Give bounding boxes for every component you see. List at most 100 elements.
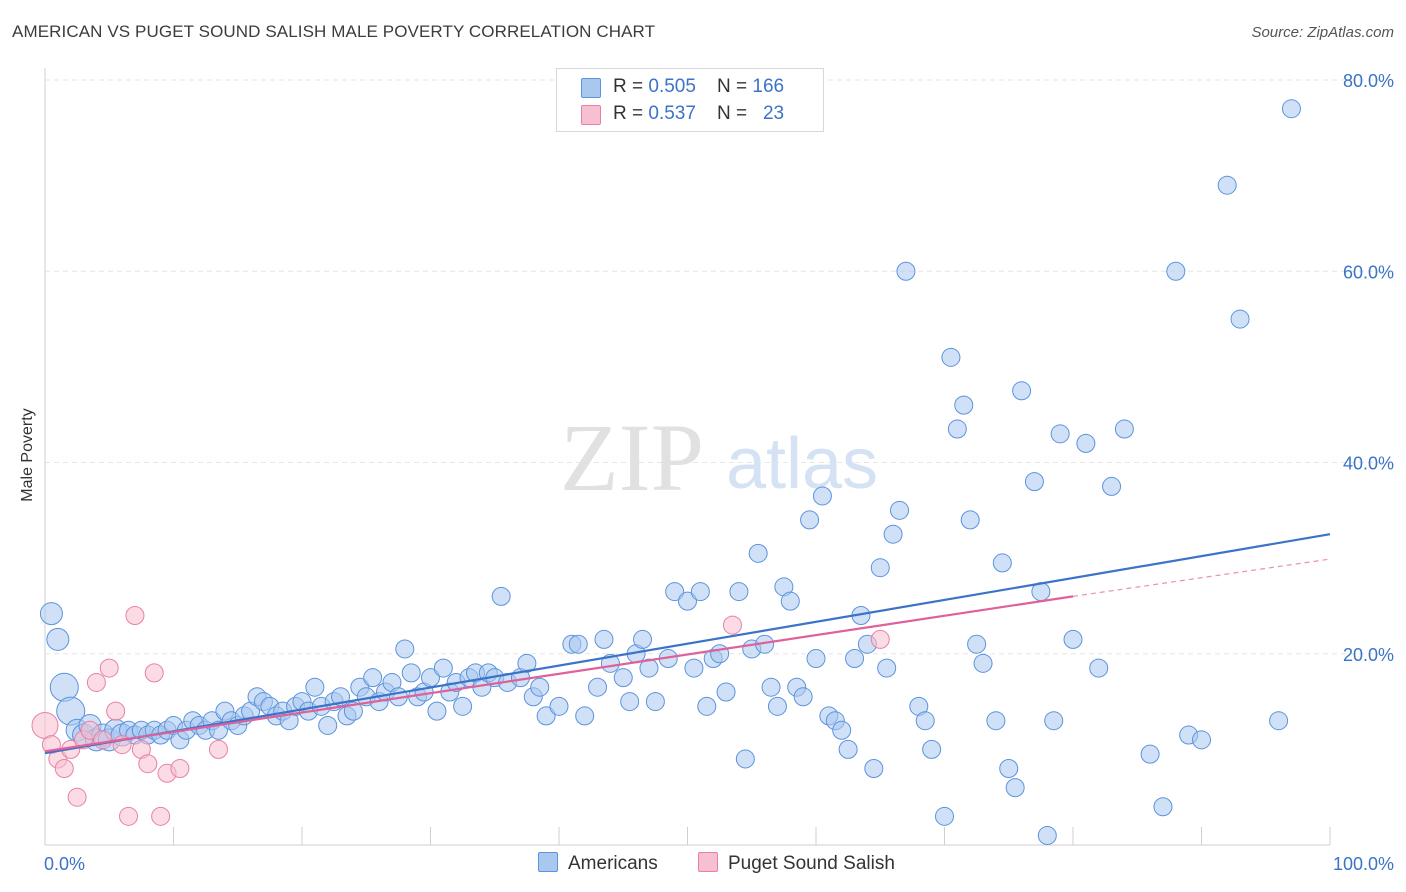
legend-r-value: 0.505 [648,76,696,97]
data-point [1012,381,1032,401]
data-point [119,806,139,826]
data-point [144,663,164,683]
data-point [1037,825,1057,845]
data-point [93,730,113,750]
data-point [935,806,954,826]
data-point [49,672,79,702]
data-point [639,658,659,678]
data-point [1050,424,1070,444]
data-point [86,672,106,692]
legend-r-label: R = [613,76,649,97]
data-point [947,419,967,439]
data-point [1024,472,1044,492]
data-point [99,658,119,678]
source-credit: Source: ZipAtlas.com [1251,24,1394,41]
bottom-swatch-salish [698,852,718,872]
data-point [536,706,556,726]
bottom-legend-americans: Americans [538,852,658,875]
data-point [748,543,768,563]
data-point [588,677,608,697]
data-point [54,759,74,778]
data-point [594,629,614,649]
legend-n-label: N = [717,76,753,97]
data-point [1140,744,1160,764]
y-tick-label: 80.0% [1343,71,1394,91]
data-point [915,711,935,731]
bottom-legend-salish: Puget Sound Salish [698,852,895,875]
trend-line-americans [44,533,1331,755]
data-point [620,692,640,712]
data-point [208,739,228,759]
data-point [39,602,63,626]
bottom-label-salish: Puget Sound Salish [728,853,895,874]
data-point [986,711,1006,731]
chart-title: AMERICAN VS PUGET SOUND SALISH MALE POVE… [12,22,656,41]
data-point [170,759,190,778]
data-point [870,558,890,578]
data-point [941,347,961,367]
salish-points [31,606,890,826]
data-point [530,677,550,697]
data-point [832,720,852,740]
data-point [433,658,453,678]
legend-swatch-americans [581,78,601,98]
data-point [890,500,910,520]
data-point [1102,476,1122,496]
y-tick-label: 60.0% [1343,262,1394,282]
data-point [780,591,800,611]
data-point [761,677,781,697]
data-point [967,634,987,654]
data-point [1063,629,1083,649]
data-point [568,634,588,654]
data-point [138,754,158,774]
data-point [67,787,87,807]
data-point [125,606,145,625]
trend-line-salish-extension [1072,558,1331,597]
data-point [722,615,742,635]
data-point [735,749,755,769]
data-point [716,682,736,702]
data-point [812,486,832,506]
data-point [960,510,980,530]
data-point [896,261,916,281]
data-point [1269,711,1289,731]
grid-lines [45,79,1390,655]
watermark-zip: ZIP [560,404,704,511]
data-point [491,586,511,606]
data-point [684,658,704,678]
data-point [151,806,171,826]
data-point [401,663,421,683]
data-point [549,696,569,716]
legend-n-value: 23 [762,103,785,124]
data-point [613,668,633,688]
data-point [1005,778,1025,798]
data-point [343,701,363,721]
legend-r-value: 0.537 [648,103,696,124]
data-point [363,668,383,688]
data-point [305,677,325,697]
trend-line-salish [44,595,1074,753]
data-point [665,582,685,602]
data-point [793,687,813,707]
data-point [453,696,473,716]
data-point [1230,309,1250,329]
data-point [690,582,710,602]
data-point [922,739,942,759]
data-point [800,510,820,530]
data-point [1076,433,1096,453]
data-point [870,629,890,649]
data-point [46,627,70,651]
data-point [31,711,59,739]
data-point [1217,175,1237,195]
data-point [845,649,865,669]
legend-swatch-salish [581,105,601,125]
tick-labels: 20.0% 40.0% 60.0% 80.0% 0.0% 100.0% [44,71,1394,874]
data-point [1166,261,1186,281]
watermark-atlas: atlas [726,424,878,504]
data-point [973,653,993,673]
data-point [1089,658,1109,678]
y-tick-label: 40.0% [1343,454,1394,474]
data-point [992,553,1012,573]
data-point [1114,419,1134,439]
